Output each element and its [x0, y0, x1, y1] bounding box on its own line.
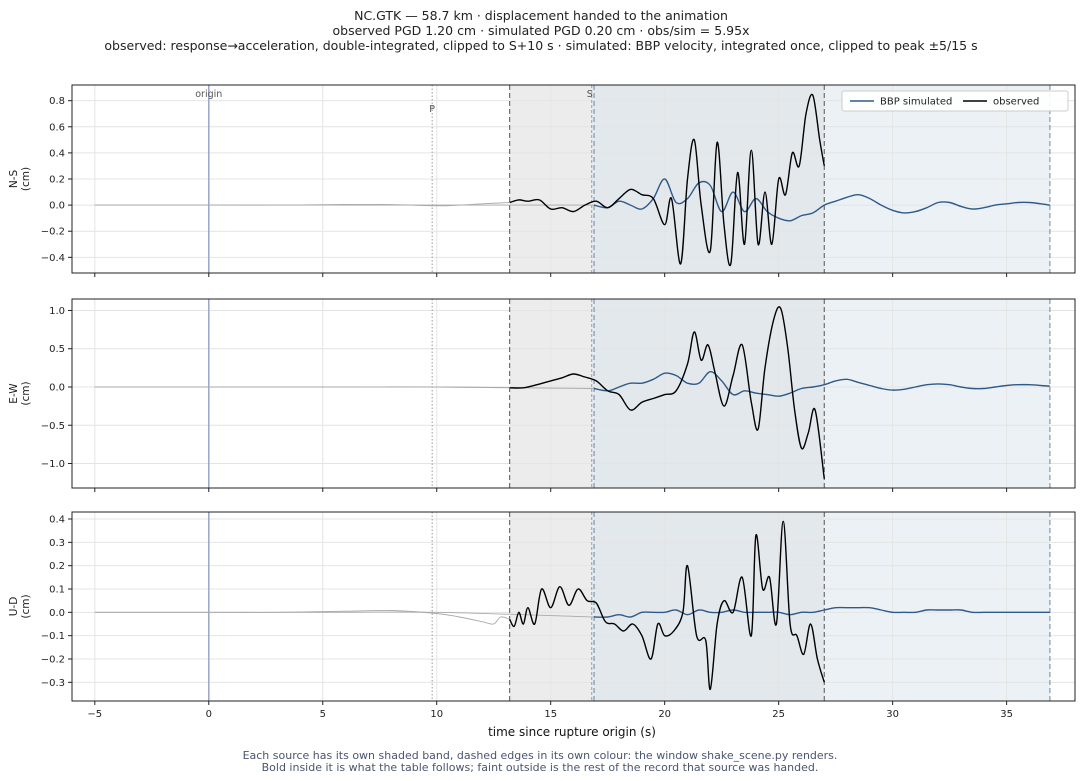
- y-tick-label: −1.0: [41, 459, 65, 470]
- panel-1: origin P S −0.4 −0.2 0.0 0.2 0.4 0.6 0.8 N-S (cm) BB…: [8, 84, 1076, 277]
- y-axis-label: U-D: [8, 597, 20, 617]
- y-tick-label: 0.3: [49, 538, 65, 549]
- simulated-window-band: [594, 512, 1050, 701]
- y-tick-label: −0.5: [41, 421, 65, 432]
- legend: BBP simulated observed: [841, 90, 1069, 112]
- y-tick-label: 0.2: [49, 175, 65, 186]
- observed-series-line: [509, 93, 825, 267]
- p-arrival-label: P: [429, 104, 435, 115]
- x-tick-label: −5: [87, 709, 102, 720]
- y-axis-label: (cm): [20, 167, 32, 191]
- x-tick-label: 10: [430, 709, 443, 720]
- observed-series-faint-before: [94, 202, 510, 207]
- y-tick-label: 0.0: [49, 382, 65, 393]
- simulated-series-line: [593, 606, 1050, 618]
- simulated-series-line: [593, 178, 1050, 222]
- chart-title-line-3: observed: response→acceleration, double-…: [104, 38, 977, 53]
- legend-entry: BBP simulated: [880, 97, 952, 108]
- y-tick-label: −0.2: [41, 655, 65, 666]
- y-tick-label: 0.4: [49, 148, 65, 159]
- x-tick-label: 30: [886, 709, 899, 720]
- legend-entry: observed: [993, 97, 1039, 108]
- y-axis-label: E-W: [8, 383, 20, 404]
- observed-series-line: [509, 520, 825, 691]
- x-tick-label: 25: [772, 709, 785, 720]
- s-arrival-label: S: [587, 89, 593, 100]
- chart-title-line-1: NC.GTK — 58.7 km · displacement handed t…: [354, 8, 728, 23]
- y-tick-label: 0.2: [49, 561, 65, 572]
- y-tick-label: −0.2: [41, 227, 65, 238]
- legend-box: [841, 90, 1069, 112]
- x-tick-label: 20: [658, 709, 671, 720]
- chart-title-line-2: observed PGD 1.20 cm · simulated PGD 0.2…: [333, 23, 750, 38]
- y-tick-label: 0.5: [49, 344, 65, 355]
- y-tick-label: 0.6: [49, 122, 65, 133]
- y-tick-label: −0.3: [41, 678, 65, 689]
- y-tick-label: 0.8: [49, 96, 65, 107]
- x-tick-label: 15: [544, 709, 557, 720]
- y-tick-label: 0.1: [49, 585, 65, 596]
- footer-note-line-2: Bold inside it is what the table follows…: [262, 761, 819, 774]
- y-tick-label: 0.4: [49, 515, 65, 526]
- x-tick-label: 5: [320, 709, 326, 720]
- panel-2: −1.0 −0.5 0.0 0.5 1.0 E-W (cm): [8, 298, 1076, 492]
- simulated-series-line: [593, 371, 1050, 397]
- y-tick-label: −0.1: [41, 631, 65, 642]
- x-tick-label: 0: [206, 709, 212, 720]
- y-tick-label: 0.0: [49, 201, 65, 212]
- panel-3: −0.3 −0.2 −0.1 0.0 0.1 0.2 0.3 0.4 −5 0 5 10 15 20 25 3…: [8, 511, 1076, 720]
- y-axis-label: N-S: [8, 170, 20, 189]
- x-tick-label: 35: [1000, 709, 1013, 720]
- panel-frame: [71, 298, 1076, 489]
- y-tick-label: 1.0: [49, 306, 65, 317]
- origin-label: origin: [195, 89, 222, 100]
- y-axis-label: (cm): [20, 594, 32, 618]
- x-axis-label: time since rupture origin (s): [488, 725, 656, 739]
- observed-series-line: [509, 306, 825, 479]
- y-axis-label: (cm): [20, 381, 32, 405]
- panel-frame: [71, 511, 1076, 702]
- y-tick-label: −0.4: [41, 253, 65, 264]
- observed-series-faint-before: [94, 609, 510, 625]
- footer-note-line-1: Each source has its own shaded band, das…: [243, 749, 838, 762]
- observed-series-faint-before: [94, 386, 510, 389]
- y-tick-label: 0.0: [49, 608, 65, 619]
